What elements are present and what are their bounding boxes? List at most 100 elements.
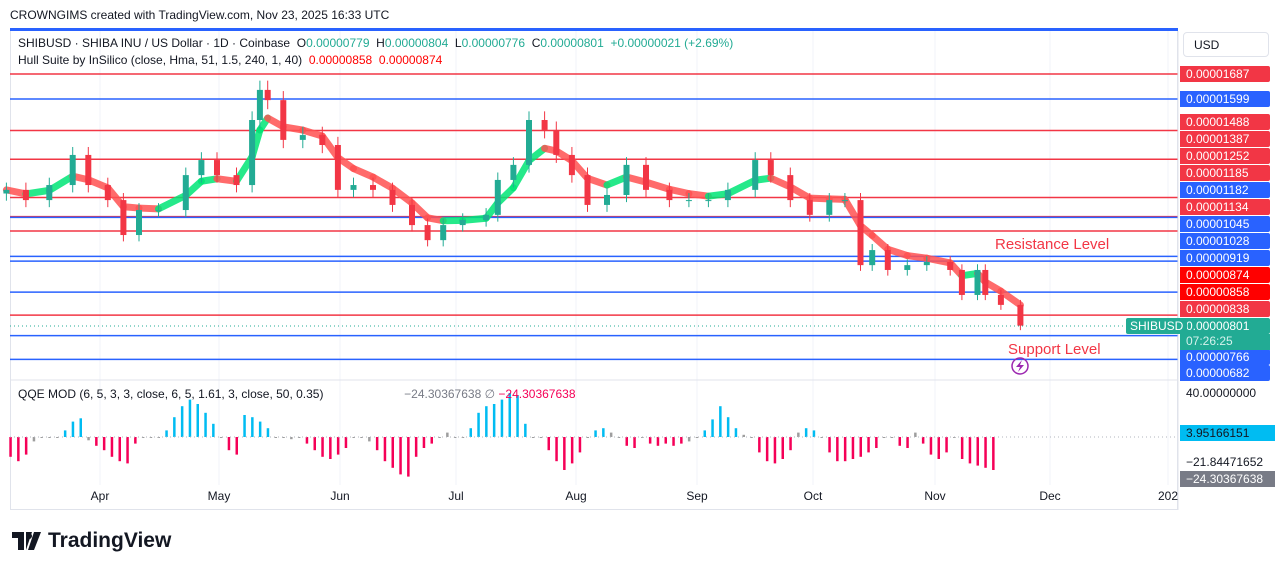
qqe-bar xyxy=(266,428,270,437)
candle[interactable] xyxy=(806,193,813,222)
price-levels xyxy=(10,73,1178,361)
candle[interactable] xyxy=(424,218,431,247)
qqe-bar xyxy=(968,437,972,464)
candle[interactable] xyxy=(643,157,649,198)
candle[interactable] xyxy=(553,121,560,163)
candle[interactable] xyxy=(584,167,591,212)
qqe-bar xyxy=(578,437,582,453)
candle-body xyxy=(526,120,532,165)
candle[interactable] xyxy=(947,256,954,276)
candle[interactable] xyxy=(459,213,466,232)
candle[interactable] xyxy=(104,177,111,208)
candle[interactable] xyxy=(826,193,833,222)
qqe-bar xyxy=(765,437,769,462)
candle[interactable] xyxy=(869,244,876,271)
candle[interactable] xyxy=(923,256,930,271)
candle[interactable] xyxy=(22,182,29,208)
month-label: Jun xyxy=(330,489,350,503)
candle-body xyxy=(974,269,981,295)
candle[interactable] xyxy=(510,157,517,188)
candle[interactable] xyxy=(666,182,673,208)
candle[interactable] xyxy=(1017,299,1024,331)
candle[interactable] xyxy=(136,203,142,242)
candle[interactable] xyxy=(409,197,415,232)
candle[interactable] xyxy=(182,167,189,217)
indicator-legend[interactable]: Hull Suite by InSilico (close, Hma, 51, … xyxy=(18,53,442,67)
candle[interactable] xyxy=(440,218,447,247)
candle[interactable] xyxy=(604,187,610,212)
candle[interactable] xyxy=(370,177,376,198)
candle[interactable] xyxy=(249,111,256,193)
qqe-bar xyxy=(438,437,441,438)
bar-countdown: 07:26:25 xyxy=(1180,334,1270,350)
qqe-bar xyxy=(344,437,348,448)
candle-body xyxy=(494,179,501,215)
lightning-icon[interactable] xyxy=(1011,357,1029,375)
open-value: 0.00000779 xyxy=(306,36,370,50)
candle[interactable] xyxy=(494,172,501,222)
candle[interactable] xyxy=(767,152,774,183)
candle-body xyxy=(997,294,1004,305)
candle-body xyxy=(69,154,76,186)
candle[interactable] xyxy=(568,146,575,183)
candle[interactable] xyxy=(724,182,731,208)
qqe-bar xyxy=(742,434,745,437)
candle[interactable] xyxy=(319,126,326,154)
candle[interactable] xyxy=(958,264,965,301)
qqe-bar xyxy=(516,395,519,437)
candle[interactable] xyxy=(120,193,127,242)
candle[interactable] xyxy=(299,126,306,149)
candle[interactable] xyxy=(214,152,220,183)
qqe-bar xyxy=(71,421,75,437)
qqe-bar xyxy=(648,437,652,444)
candle[interactable] xyxy=(997,289,1004,310)
price-axis-label: 0.00000766 xyxy=(1180,349,1270,365)
candle[interactable] xyxy=(541,111,548,139)
candle[interactable] xyxy=(623,157,630,203)
candle[interactable] xyxy=(233,167,240,193)
candle[interactable] xyxy=(787,167,794,208)
candle[interactable] xyxy=(857,193,864,271)
candle[interactable] xyxy=(904,259,911,276)
candle[interactable] xyxy=(264,80,271,110)
price-axis-label: 0.00001599 xyxy=(1180,91,1270,107)
qqe-legend[interactable]: QQE MOD (6, 5, 3, 3, close, 6, 5, 1.61, … xyxy=(18,387,576,401)
qqe-bar xyxy=(32,437,36,442)
candle[interactable] xyxy=(841,193,848,208)
candle[interactable] xyxy=(46,177,53,208)
candle[interactable] xyxy=(974,264,981,301)
candle[interactable] xyxy=(256,80,263,129)
chart-credit: CROWNGIMS created with TradingView.com, … xyxy=(10,8,390,22)
candle[interactable] xyxy=(350,177,357,198)
candle[interactable] xyxy=(884,244,891,276)
price-axis-label: 0.00000874 xyxy=(1180,267,1270,283)
candle[interactable] xyxy=(483,208,490,227)
symbol-tag: SHIBUSD xyxy=(1126,318,1188,334)
candle[interactable] xyxy=(705,193,712,208)
qqe-bar xyxy=(118,437,121,462)
candle-body xyxy=(541,120,548,130)
candle[interactable] xyxy=(389,182,396,212)
candle[interactable] xyxy=(69,146,76,193)
qqe-bar xyxy=(789,437,792,451)
candle[interactable] xyxy=(685,193,692,208)
candle-body xyxy=(280,100,287,140)
qqe-name: QQE MOD (6, 5, 3, 3, close, 6, 5, 1.61, … xyxy=(18,387,324,401)
candle[interactable] xyxy=(752,152,759,198)
candle[interactable] xyxy=(334,136,341,198)
qqe-bar xyxy=(890,437,894,438)
candle[interactable] xyxy=(526,111,532,173)
candle[interactable] xyxy=(3,182,10,201)
candle[interactable] xyxy=(198,152,205,183)
candle[interactable] xyxy=(982,264,989,301)
candle[interactable] xyxy=(155,203,162,217)
candle-body xyxy=(440,225,447,241)
candle-body xyxy=(3,189,10,194)
candle[interactable] xyxy=(280,91,287,149)
candle-body xyxy=(389,189,396,205)
candle[interactable] xyxy=(85,146,92,193)
qqe-bar xyxy=(336,437,340,455)
qqe-bar xyxy=(414,437,418,457)
currency-selector[interactable]: USD xyxy=(1183,32,1269,57)
